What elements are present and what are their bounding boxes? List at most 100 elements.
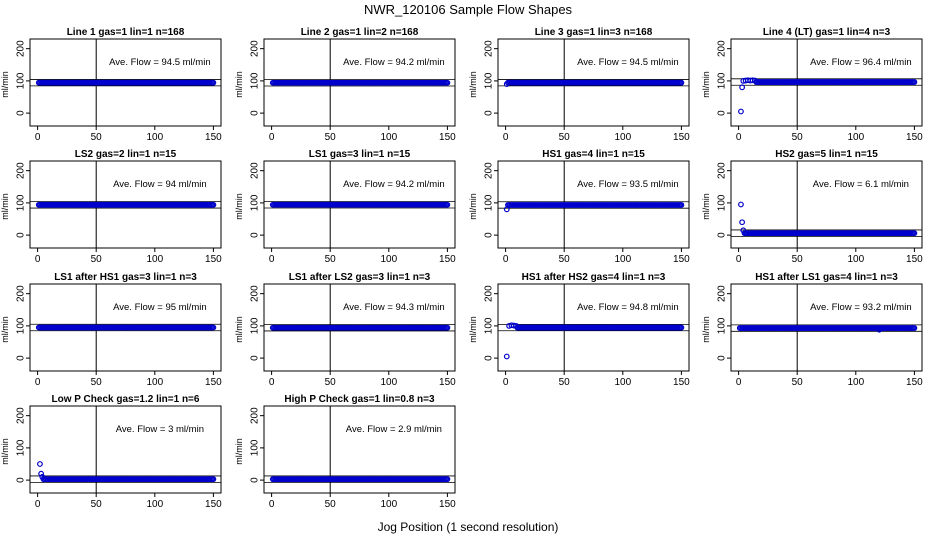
x-tick-label: 100 (380, 132, 397, 143)
data-point (444, 79, 451, 86)
panel-title: Line 4 (LT) gas=1 lin=4 n=3 (763, 27, 891, 38)
y-tick-label: 0 (717, 232, 728, 238)
y-axis-label: ml/min (701, 193, 711, 220)
average-flow-annotation: Ave. Flow = 94.5 ml/min (577, 57, 678, 68)
x-tick-label: 100 (146, 377, 163, 388)
y-tick-label: 200 (16, 285, 27, 302)
x-tick-label: 50 (325, 132, 337, 143)
x-tick-label: 0 (503, 254, 509, 265)
y-tick-label: 100 (250, 317, 261, 334)
x-tick-label: 0 (35, 377, 41, 388)
figure-title: NWR_120106 Sample Flow Shapes (364, 2, 573, 17)
panel-title: Line 2 gas=1 lin=2 n=168 (301, 27, 419, 38)
x-tick-label: 150 (205, 377, 222, 388)
x-tick-label: 150 (205, 132, 222, 143)
y-tick-label: 200 (250, 285, 261, 302)
panel-2: Line 2 gas=1 lin=2 n=168 0 100 200 ml/min 0 50… (234, 27, 456, 143)
data-point (210, 201, 217, 208)
x-tick-label: 150 (205, 254, 222, 265)
y-tick-label: 200 (717, 40, 728, 57)
panel-title: LS1 after LS2 gas=3 lin=1 n=3 (289, 272, 431, 283)
x-tick-label: 150 (673, 254, 690, 265)
x-tick-label: 100 (847, 377, 864, 388)
x-tick-label: 50 (792, 377, 804, 388)
y-tick-label: 0 (484, 355, 495, 361)
plot-frame (263, 38, 456, 127)
data-point (210, 324, 217, 331)
y-tick-label: 200 (16, 40, 27, 57)
average-flow-annotation: Ave. Flow = 94.2 ml/min (343, 57, 444, 68)
plot-frame (730, 160, 923, 249)
panel-title: HS1 after LS1 gas=4 lin=1 n=3 (755, 272, 898, 283)
y-tick-label: 200 (250, 162, 261, 179)
plot-frame (730, 283, 923, 372)
data-point (444, 476, 451, 483)
plot-frame (29, 38, 222, 127)
data-point (38, 470, 45, 477)
panel-title: LS1 gas=3 lin=1 n=15 (309, 149, 411, 160)
y-axis-label: ml/min (234, 71, 244, 98)
figure-xlabel: Jog Position (1 second resolution) (378, 520, 559, 534)
data-point (678, 324, 685, 331)
data-point (738, 201, 744, 208)
panel-12: HS1 after LS1 gas=4 lin=1 n=3 0 100 200 ml/m… (701, 272, 923, 388)
average-flow-annotation: Ave. Flow = 93.2 ml/min (810, 302, 911, 313)
panel-6: LS1 gas=3 lin=1 n=15 0 100 200 ml/min 0 50 100 1… (234, 149, 456, 265)
panel-title: Line 3 gas=1 lin=3 n=168 (535, 27, 653, 38)
x-tick-label: 50 (325, 377, 337, 388)
data-point (911, 325, 918, 331)
x-tick-label: 100 (380, 499, 397, 510)
x-tick-label: 0 (736, 254, 742, 265)
panel-title: Low P Check gas=1.2 lin=1 n=6 (52, 394, 200, 405)
plot-frame (730, 38, 923, 127)
average-flow-annotation: Ave. Flow = 93.5 ml/min (577, 179, 678, 190)
data-point (911, 79, 918, 85)
x-tick-label: 100 (614, 254, 631, 265)
panel-title: HS2 gas=5 lin=1 n=15 (775, 149, 878, 160)
panel-7: HS1 gas=4 lin=1 n=15 0 100 200 ml/min 0 50 100 1… (468, 149, 690, 265)
y-axis-label: ml/min (234, 193, 244, 220)
panel-title: LS1 after HS1 gas=3 lin=1 n=3 (54, 272, 197, 283)
x-tick-label: 150 (673, 377, 690, 388)
data-point (444, 324, 451, 331)
y-axis-label: ml/min (0, 193, 10, 220)
panel-5: LS2 gas=2 lin=1 n=15 0 100 200 ml/min 0 50 100 1… (0, 149, 222, 265)
x-tick-label: 0 (503, 132, 509, 143)
x-tick-label: 50 (91, 254, 103, 265)
panel-3: Line 3 gas=1 lin=3 n=168 0 100 200 ml/min 0 50… (468, 27, 690, 143)
average-flow-annotation: Ave. Flow = 94.2 ml/min (343, 179, 444, 190)
x-tick-label: 100 (146, 499, 163, 510)
y-tick-label: 0 (250, 477, 261, 483)
y-tick-label: 200 (717, 285, 728, 302)
panel-4: Line 4 (LT) gas=1 lin=4 n=3 0 100 200 ml/min… (701, 27, 923, 143)
x-tick-label: 100 (146, 254, 163, 265)
panel-title: HS1 after HS2 gas=4 lin=1 n=3 (522, 272, 666, 283)
average-flow-annotation: Ave. Flow = 2.9 ml/min (346, 424, 442, 435)
y-tick-label: 100 (484, 72, 495, 89)
y-tick-label: 100 (16, 439, 27, 456)
data-point (210, 476, 217, 483)
y-tick-label: 200 (250, 40, 261, 57)
y-axis-label: ml/min (0, 316, 10, 343)
panel-title: High P Check gas=1 lin=0.8 n=3 (284, 394, 435, 405)
data-point (678, 79, 685, 86)
y-axis-label: ml/min (701, 316, 711, 343)
data-point (739, 84, 746, 91)
plot-frame (263, 283, 456, 372)
average-flow-annotation: Ave. Flow = 3 ml/min (116, 424, 204, 435)
y-tick-label: 100 (16, 72, 27, 89)
x-tick-label: 0 (35, 499, 41, 510)
y-tick-label: 200 (484, 40, 495, 57)
data-point (739, 219, 746, 226)
x-tick-label: 100 (380, 377, 397, 388)
x-tick-label: 0 (736, 132, 742, 143)
y-tick-label: 0 (717, 355, 728, 361)
average-flow-annotation: Ave. Flow = 95 ml/min (113, 302, 207, 313)
plot-frame (29, 405, 222, 494)
y-tick-label: 200 (16, 407, 27, 424)
data-point (678, 202, 685, 208)
x-tick-label: 0 (269, 499, 275, 510)
x-tick-label: 150 (205, 499, 222, 510)
y-axis-label: ml/min (0, 71, 10, 98)
y-tick-label: 100 (250, 439, 261, 456)
